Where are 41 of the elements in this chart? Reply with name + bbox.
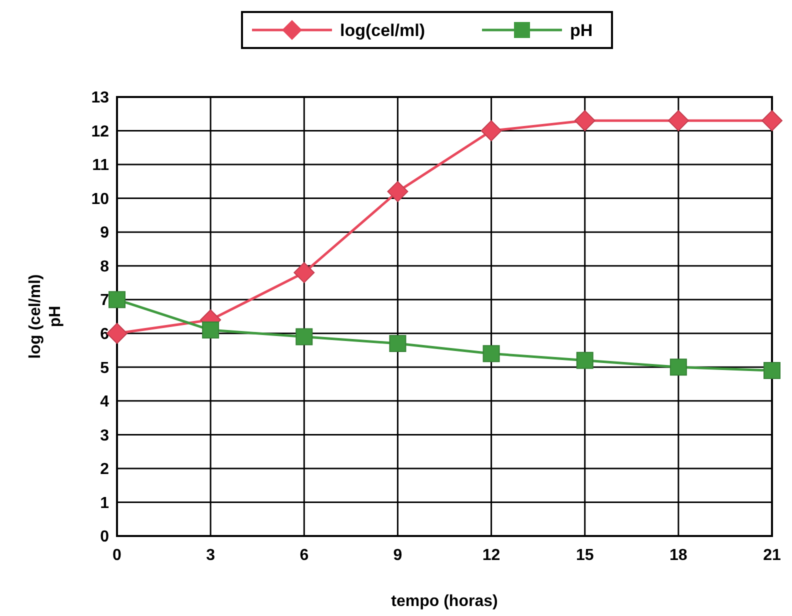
y-tick-label: 11	[92, 157, 110, 174]
point	[574, 110, 596, 132]
point	[480, 120, 502, 142]
point	[387, 181, 408, 202]
y-tick-label: 10	[91, 190, 110, 208]
point	[389, 335, 406, 352]
point	[576, 352, 594, 369]
y-tick-label: 4	[100, 394, 110, 411]
y-tick-label: 9	[100, 224, 110, 242]
x-tick-label: 18	[670, 547, 688, 564]
y-tick-label: 12	[91, 123, 110, 140]
y-tick-label: 8	[100, 258, 110, 276]
y-tick-label: 2	[100, 461, 110, 478]
y-tick-label: 7	[100, 292, 110, 310]
y-tick-label: 13	[91, 90, 110, 107]
y-tick-label: 0	[100, 528, 110, 546]
x-tick-label: 9	[393, 547, 402, 564]
point	[668, 110, 689, 132]
x-tick-label: 0	[112, 547, 122, 564]
point	[294, 262, 315, 284]
point	[106, 322, 128, 344]
point	[296, 328, 313, 346]
x-tick-label: 15	[576, 547, 594, 564]
point	[202, 322, 220, 339]
x-tick-label: 3	[206, 547, 216, 564]
point	[670, 358, 687, 376]
y-tick-label: 3	[100, 427, 110, 444]
y-tick-label: 6	[100, 326, 110, 343]
x-tick-label: 12	[482, 547, 500, 564]
legend-label: pH	[570, 20, 593, 40]
x-tick-label: 6	[300, 547, 309, 564]
point	[482, 345, 500, 362]
point	[108, 291, 126, 308]
y-tick-label: 1	[100, 494, 110, 512]
x-axis-title: tempo (horas)	[391, 593, 498, 610]
y-tick-label: 5	[100, 360, 110, 377]
point	[762, 110, 782, 132]
legend-label: log(cel/ml)	[340, 20, 426, 40]
y-axis-title: log (cel/ml) pH	[27, 274, 64, 359]
x-tick-label: 21	[763, 547, 781, 564]
point	[764, 362, 780, 380]
